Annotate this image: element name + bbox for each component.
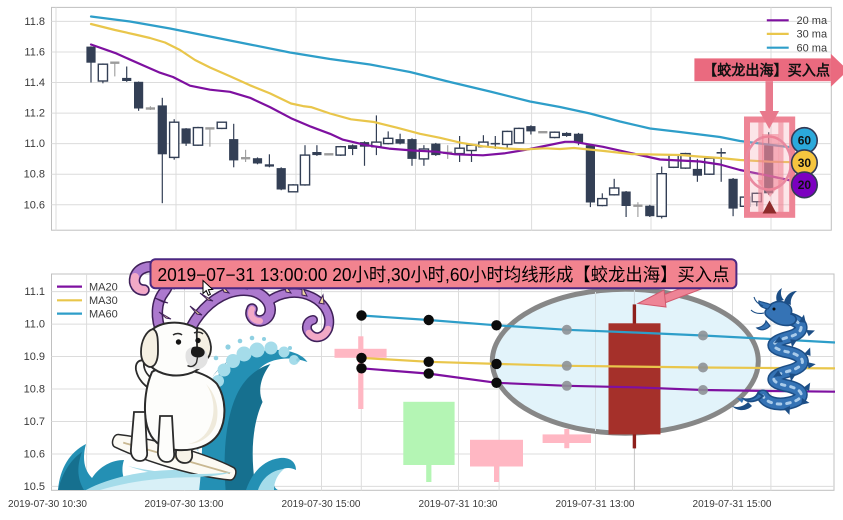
svg-text:11.4: 11.4: [24, 77, 45, 89]
svg-text:30: 30: [798, 156, 812, 170]
svg-text:MA20: MA20: [89, 281, 118, 293]
svg-text:10.6: 10.6: [24, 199, 45, 211]
svg-text:20: 20: [798, 178, 812, 192]
svg-text:10.6: 10.6: [24, 449, 45, 461]
svg-text:10.5: 10.5: [24, 481, 45, 493]
svg-text:30 ma: 30 ma: [797, 29, 828, 41]
svg-text:60 ma: 60 ma: [797, 43, 828, 55]
svg-text:11.8: 11.8: [24, 16, 45, 28]
svg-text:10.7: 10.7: [24, 416, 45, 428]
svg-text:MA60: MA60: [89, 308, 118, 320]
svg-text:2019-07-31 10:30: 2019-07-31 10:30: [419, 499, 498, 510]
svg-text:2019−07−31 13:00:00 20小时,30小时,: 2019−07−31 13:00:00 20小时,30小时,60小时均线形成【蛟…: [158, 265, 730, 285]
svg-text:11.0: 11.0: [24, 319, 45, 331]
svg-text:2019-07-30 10:30: 2019-07-30 10:30: [8, 499, 87, 510]
svg-text:2019-07-30 13:00: 2019-07-30 13:00: [145, 499, 224, 510]
svg-text:11.2: 11.2: [24, 108, 45, 120]
svg-text:2019-07-31 13:00: 2019-07-31 13:00: [556, 499, 635, 510]
svg-text:11.0: 11.0: [24, 138, 45, 150]
svg-text:11.1: 11.1: [24, 286, 45, 298]
svg-text:20 ma: 20 ma: [797, 15, 828, 27]
svg-text:MA30: MA30: [89, 295, 118, 307]
svg-text:10.8: 10.8: [24, 169, 45, 181]
svg-text:10.9: 10.9: [24, 351, 45, 363]
svg-text:2019-07-30 15:00: 2019-07-30 15:00: [282, 499, 361, 510]
svg-text:【蛟龙出海】买入点: 【蛟龙出海】买入点: [703, 61, 830, 79]
svg-text:10.8: 10.8: [24, 384, 45, 396]
svg-text:2019-07-31 15:00: 2019-07-31 15:00: [693, 499, 772, 510]
svg-text:11.6: 11.6: [24, 47, 45, 59]
svg-text:60: 60: [798, 134, 812, 148]
